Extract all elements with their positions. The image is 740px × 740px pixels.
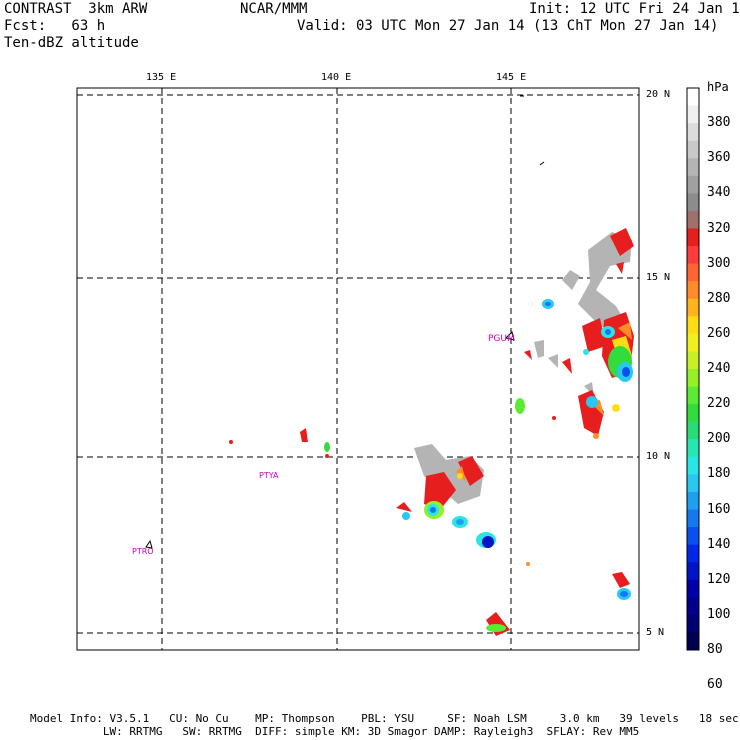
lat-label-5: 5 N xyxy=(646,627,665,638)
colorbar-swatch xyxy=(687,175,699,194)
station-label-ptro: PTRO xyxy=(132,547,154,556)
colorbar-tick-label: 60 xyxy=(707,677,723,693)
colorbar-swatch xyxy=(687,298,699,317)
colorbar-swatch xyxy=(687,369,699,388)
colorbar-swatch xyxy=(687,597,699,616)
colorbar-tick-label: 340 xyxy=(707,185,731,201)
station-label-pgum: PGUM xyxy=(488,334,515,344)
colorbar-swatch xyxy=(687,140,699,159)
colorbar-tick-label: 100 xyxy=(707,606,731,622)
forecast-hour: Fcst: 63 h xyxy=(4,18,106,34)
organization-label: NCAR/MMM xyxy=(240,1,308,17)
map-frame xyxy=(76,87,640,651)
colorbar-tick-label: 380 xyxy=(707,115,731,131)
init-time: Init: 12 UTC Fri 24 Jan 14 xyxy=(529,1,740,17)
model-info-line1: Model Info: V3.5.1 CU: No Cu MP: Thompso… xyxy=(30,712,739,725)
colorbar-swatch xyxy=(687,456,699,475)
colorbar-swatch xyxy=(687,333,699,352)
colorbar-swatch xyxy=(687,421,699,440)
colorbar-swatch xyxy=(687,281,699,300)
lat-label-10: 10 N xyxy=(646,451,671,462)
colorbar-swatch xyxy=(687,158,699,177)
colorbar-swatch xyxy=(687,193,699,212)
colorbar-swatch xyxy=(687,88,699,107)
colorbar-swatch xyxy=(687,439,699,458)
colorbar-tick-label: 280 xyxy=(707,290,731,306)
colorbar-swatch xyxy=(687,105,699,124)
echo-specks xyxy=(229,416,556,458)
colorbar-tick-label: 360 xyxy=(707,150,731,166)
colorbar-tick-label: 300 xyxy=(707,255,731,271)
colorbar-swatch xyxy=(687,210,699,229)
colorbar-swatch xyxy=(687,474,699,493)
colorbar-swatch xyxy=(687,263,699,282)
model-title: CONTRAST 3km ARW xyxy=(4,1,148,17)
graticule xyxy=(77,88,639,650)
colorbar-swatch xyxy=(687,316,699,335)
colorbar xyxy=(686,87,700,651)
lon-label-135: 135 E xyxy=(146,72,177,83)
echo-cores xyxy=(324,299,633,632)
colorbar-tick-label: 160 xyxy=(707,501,731,517)
colorbar-tick-label: 240 xyxy=(707,361,731,376)
colorbar-tick-label: 320 xyxy=(707,220,731,236)
colorbar-tick-label: 200 xyxy=(707,431,731,447)
colorbar-tick-label: 260 xyxy=(707,325,731,341)
field-name: Ten-dBZ altitude xyxy=(4,35,139,51)
colorbar-swatch xyxy=(687,614,699,633)
colorbar-tick-label: 180 xyxy=(707,466,731,482)
lat-label-20: 20 N xyxy=(646,89,671,100)
colorbar-swatch xyxy=(687,562,699,581)
lon-label-140: 140 E xyxy=(321,72,352,83)
model-info-line2: LW: RRTMG SW: RRTMG DIFF: simple KM: 3D … xyxy=(30,725,640,738)
colorbar-swatch xyxy=(687,123,699,142)
colorbar-swatch xyxy=(687,527,699,546)
valid-time: Valid: 03 UTC Mon 27 Jan 14 (13 ChT Mon … xyxy=(297,18,719,34)
colorbar-swatch xyxy=(687,351,699,370)
colorbar-unit: hPa xyxy=(707,80,729,94)
colorbar-swatch xyxy=(687,404,699,423)
lon-label-145: 145 E xyxy=(496,72,527,83)
colorbar-tick-label: 220 xyxy=(707,396,731,412)
colorbar-swatch xyxy=(687,491,699,510)
colorbar-tick-label: 140 xyxy=(707,536,731,552)
colorbar-swatch xyxy=(687,579,699,598)
lat-label-15: 15 N xyxy=(646,272,671,283)
colorbar-swatch xyxy=(687,509,699,528)
colorbar-tick-label: 80 xyxy=(707,642,723,657)
colorbar-swatch xyxy=(687,246,699,265)
colorbar-border xyxy=(686,87,700,651)
colorbar-swatch xyxy=(687,544,699,563)
colorbar-swatch xyxy=(687,632,699,651)
coastlines xyxy=(145,95,545,549)
colorbar-swatch xyxy=(687,386,699,405)
station-label-ptya: PTYA xyxy=(259,471,279,480)
colorbar-tick-label: 120 xyxy=(707,571,731,587)
colorbar-swatch xyxy=(687,228,699,247)
